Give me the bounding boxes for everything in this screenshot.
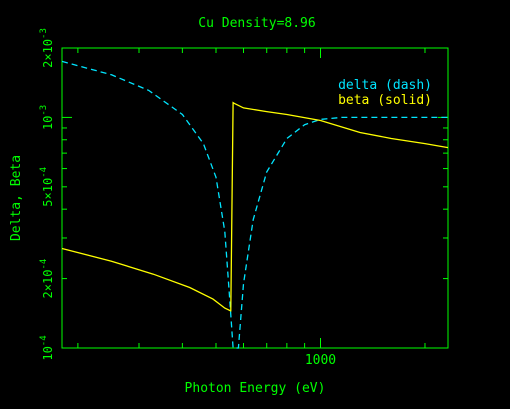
x-tick-label: 1000 xyxy=(305,353,336,368)
y-tick-label: 10-4 xyxy=(39,335,55,360)
chart-title: Cu Density=8.96 xyxy=(198,16,315,31)
y-tick-label: 5×10-4 xyxy=(39,167,55,207)
y-axis-ticks: 10-4 2×10-4 5×10-4 10-3 2×10-3 xyxy=(39,28,448,361)
legend-entry-beta: beta (solid) xyxy=(338,93,432,108)
series-line-beta xyxy=(61,101,449,312)
y-tick-label: 10-3 xyxy=(39,105,55,130)
series-line-delta xyxy=(61,60,448,349)
y-tick-label: 2×10-4 xyxy=(39,259,55,299)
x-axis-ticks: 1000 xyxy=(77,48,426,368)
plot-frame xyxy=(61,47,449,349)
y-axis-label: Delta, Beta xyxy=(9,155,24,241)
series-layer xyxy=(61,60,449,349)
x-axis-label: Photon Energy (eV) xyxy=(185,381,326,396)
y-tick-label: 2×10-3 xyxy=(39,28,55,68)
legend-entry-delta: delta (dash) xyxy=(338,78,432,93)
